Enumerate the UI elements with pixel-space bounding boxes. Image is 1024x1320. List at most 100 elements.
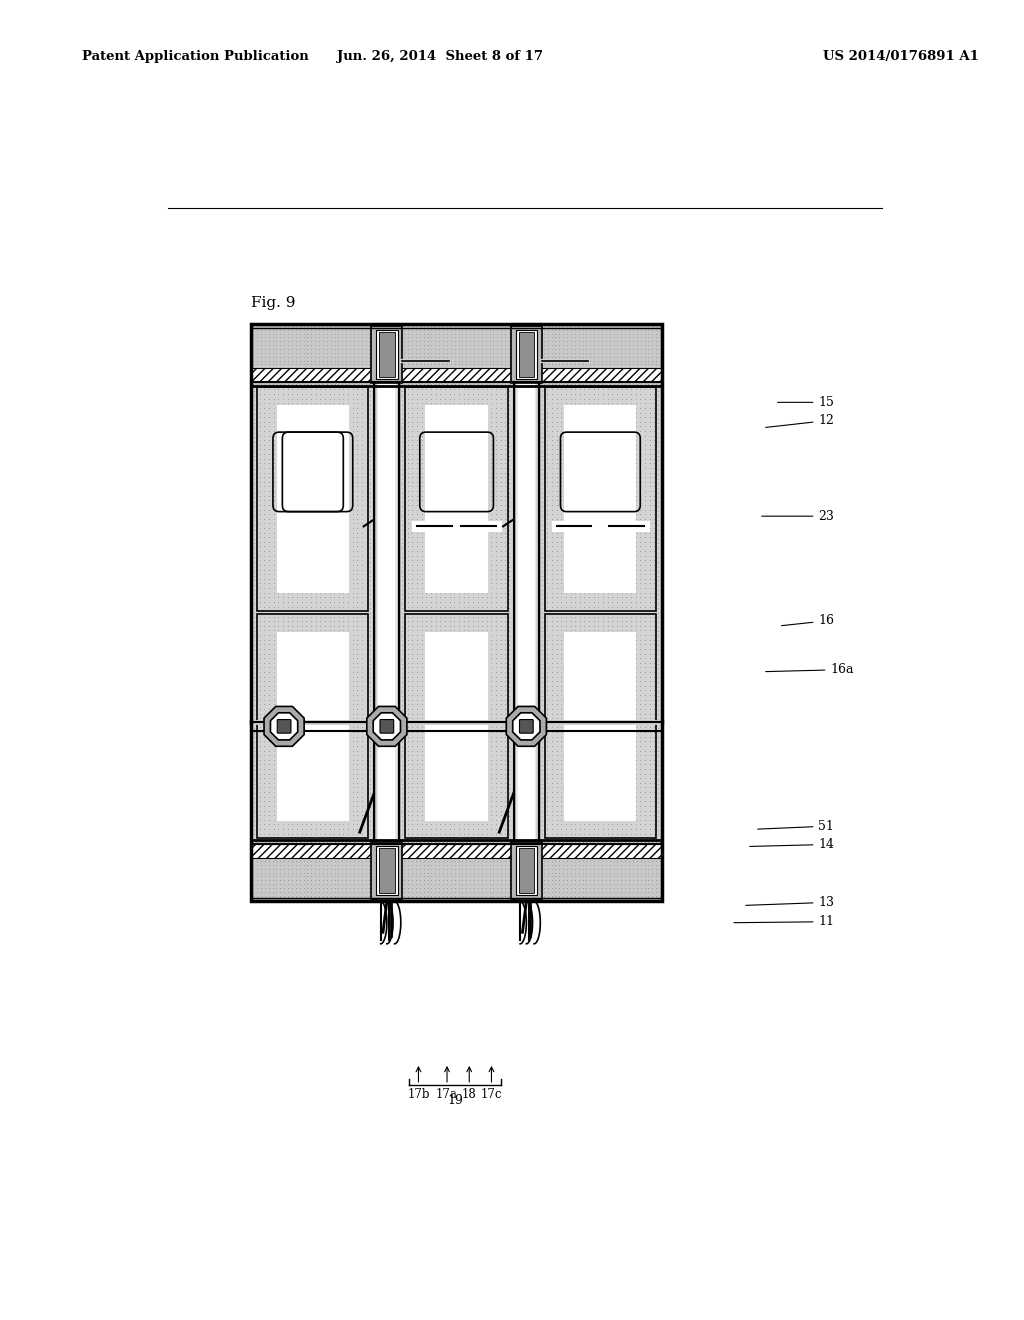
Point [608,672,625,693]
Point [357,338,374,359]
Point [403,840,420,861]
Point [562,420,579,441]
Point [352,777,369,799]
Point [310,315,327,337]
Point [458,836,474,857]
Point [469,434,485,455]
Point [478,399,495,420]
Point [423,704,439,725]
Point [529,620,546,642]
Point [561,589,578,610]
Point [252,393,268,414]
Point [435,846,452,867]
Point [590,323,606,345]
Point [268,607,285,628]
Point [473,657,489,678]
Point [497,888,513,909]
Point [617,459,634,480]
Point [446,490,463,511]
Point [469,597,485,618]
Point [352,362,369,383]
Point [334,866,350,887]
Point [645,454,662,475]
Point [539,397,555,418]
Point [590,607,606,628]
Point [403,426,420,447]
Point [346,319,362,341]
Point [431,371,447,392]
Point [299,850,315,871]
Point [319,524,336,545]
Bar [514,323,539,902]
Point [318,331,335,352]
Point [456,388,472,409]
Point [464,348,480,370]
Point [478,704,495,725]
Point [621,323,637,345]
Point [250,426,266,447]
Point [636,700,652,721]
Point [594,370,610,391]
Point [459,704,475,725]
Point [455,426,471,447]
Point [590,395,606,416]
Point [561,639,578,660]
Point [456,393,472,414]
Point [295,886,311,907]
Point [273,589,290,610]
Point [261,606,278,627]
Point [473,884,489,906]
Point [388,366,404,387]
Point [284,532,300,553]
Point [628,722,644,743]
Point [283,611,299,632]
Point [505,350,521,371]
Point [268,648,285,669]
Point [416,358,432,379]
Point [294,582,310,603]
Point [288,327,304,348]
Point [577,639,593,660]
Point [252,582,268,603]
Point [469,545,485,566]
Point [338,570,354,591]
Point [358,420,375,441]
Point [325,722,341,743]
Point [645,510,662,531]
Point [259,343,275,364]
Point [455,886,471,907]
Point [287,630,303,651]
Point [278,796,294,817]
Point [334,350,350,371]
Point [385,426,401,447]
Point [529,801,546,822]
Point [297,334,313,355]
Point [459,718,475,739]
Point [274,708,291,729]
Point [460,591,476,612]
Point [361,774,378,795]
Point [595,791,611,812]
Point [394,888,411,909]
Point [292,358,308,379]
Point [329,404,345,425]
Point [599,597,615,618]
Point [268,524,285,545]
Point [409,708,425,729]
Point [334,533,350,554]
Point [319,694,336,715]
Point [510,667,526,688]
Point [348,552,365,573]
Point [478,388,495,409]
Point [280,331,296,352]
Point [412,319,428,341]
Point [409,362,425,383]
Point [515,408,531,429]
Point [297,556,313,577]
Point [399,652,416,673]
Point [253,850,269,871]
Point [492,727,508,748]
Point [264,325,281,346]
Point [462,334,478,355]
Point [506,546,522,568]
